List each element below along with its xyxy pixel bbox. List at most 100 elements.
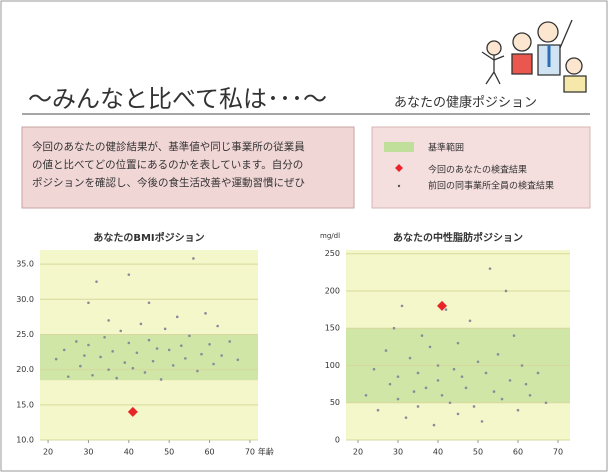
y-tick-label: 50 (330, 398, 340, 407)
past-result (107, 368, 110, 371)
chart-title: あなたの中性脂肪ポジション (393, 231, 523, 244)
past-result (175, 315, 179, 319)
description-line: ポジションを確認し、今後の食生活改善や運動習慣にぜひ (32, 176, 305, 189)
description-box (21, 126, 355, 209)
past-result (492, 390, 496, 393)
past-result (131, 366, 135, 370)
past-result (91, 373, 94, 377)
past-result (208, 342, 211, 346)
past-result (404, 416, 408, 419)
past-result (107, 319, 110, 322)
y-tick-label: 35.0 (16, 260, 34, 269)
x-tick-label: 20 (43, 448, 53, 457)
past-result (524, 382, 528, 386)
past-result (135, 351, 139, 355)
y-tick-label: 200 (325, 286, 340, 295)
description-line: の値と比べてどの位置にあるのかを表しています。自分の (32, 158, 303, 171)
past-result (192, 257, 195, 260)
past-result (66, 375, 70, 378)
y-tick-label: 15.0 (16, 400, 34, 409)
y-tick-label: 0 (335, 436, 340, 445)
past-result (147, 338, 151, 342)
past-result (480, 420, 484, 423)
x-tick-label: 40 (433, 448, 443, 457)
x-tick-label: 30 (83, 448, 93, 457)
past-result (364, 393, 368, 397)
past-result (123, 361, 127, 364)
past-result (440, 393, 444, 397)
past-result (484, 371, 488, 375)
past-result (179, 344, 183, 348)
past-result (196, 369, 199, 373)
past-result (416, 371, 420, 375)
past-result (400, 304, 404, 308)
past-result (528, 393, 532, 397)
past-result (143, 371, 147, 374)
past-result (460, 375, 464, 378)
past-result (520, 364, 524, 367)
past-result (436, 379, 440, 382)
past-result (388, 382, 392, 386)
past-result (456, 412, 460, 416)
legend-band (384, 142, 414, 152)
past-result (372, 367, 376, 371)
past-result (167, 348, 171, 352)
past-result (155, 347, 159, 350)
figures (481, 19, 587, 93)
title: ～みんなと比べて私は･･･～ (28, 85, 327, 113)
past-result (75, 340, 78, 343)
past-result (184, 357, 187, 360)
past-result (412, 390, 416, 393)
past-result (119, 329, 123, 333)
past-result (536, 371, 540, 375)
past-result (204, 312, 207, 315)
x-tick-label: 60 (513, 448, 523, 457)
past-result (127, 273, 131, 276)
past-result (200, 352, 203, 356)
past-result (416, 405, 420, 408)
past-result (99, 355, 102, 359)
past-result (456, 341, 460, 345)
legend-dot (397, 184, 401, 188)
past-result (508, 379, 512, 382)
y-tick-label: 100 (325, 361, 340, 370)
y-tick-label: 250 (325, 249, 340, 258)
past-result (436, 364, 440, 367)
past-result (488, 267, 492, 270)
x-tick-label: 60 (204, 448, 214, 457)
y-tick-label: 20.0 (16, 365, 34, 374)
past-result (216, 324, 219, 328)
y-tick-label: 25.0 (16, 330, 34, 339)
past-result (228, 340, 232, 343)
past-result (504, 289, 508, 293)
past-result (87, 343, 90, 347)
past-result (376, 408, 380, 412)
past-result (392, 326, 396, 330)
past-result (171, 364, 175, 367)
past-result (428, 345, 432, 349)
past-result (103, 335, 106, 339)
past-result (220, 354, 223, 357)
past-result (452, 367, 456, 371)
past-result (448, 401, 452, 405)
current-result (437, 300, 447, 311)
x-tick-label: 70 (553, 448, 563, 457)
past-result (432, 423, 436, 427)
x-tick-label: 20 (353, 448, 363, 457)
past-result (236, 358, 240, 362)
x-tick-label: 50 (164, 448, 174, 457)
past-result (163, 327, 167, 331)
past-result (188, 334, 191, 338)
description-line: 今回のあなたの健診結果が、基準値や同じ事業所の従業員 (32, 140, 305, 153)
past-result (54, 357, 58, 361)
past-result (115, 376, 119, 380)
past-result (424, 386, 428, 390)
past-result (87, 301, 90, 305)
past-result (516, 408, 520, 412)
past-result (151, 359, 155, 363)
legend-box (371, 126, 591, 209)
past-result (212, 362, 215, 366)
chart-title: あなたのBMIポジション (93, 231, 204, 244)
past-result (408, 356, 412, 360)
legend-label: 前回の同事業所全員の検査結果 (428, 180, 554, 192)
